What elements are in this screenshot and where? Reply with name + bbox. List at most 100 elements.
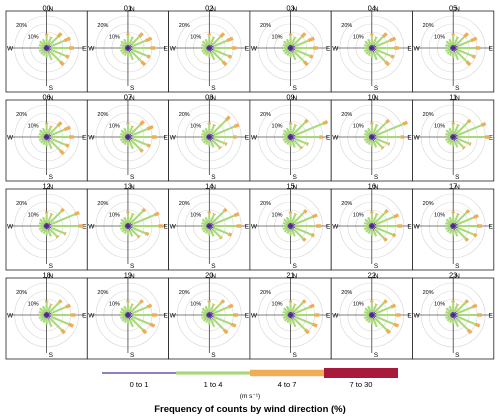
spoke-ssw-bin-1 [42,139,47,145]
wind-rose-panel-16: 16 10%20% N E S W [330,182,413,271]
compass-label-n: N [293,184,298,191]
spoke-ese-bin-1 [213,315,232,326]
spoke-nnw-bin-1 [285,127,291,135]
compass-label-w: W [332,313,339,320]
spoke-nnw-bin-0 [370,222,373,227]
spoke-ese-bin-2 [312,322,318,328]
spoke-ssw-bin-1 [367,50,372,56]
spoke-nne-bin-1 [453,304,459,313]
spoke-se-bin-2 [59,149,65,156]
spoke-ne-bin-1 [455,121,469,135]
legend-label-0: 0 to 1 [130,380,149,389]
panel-hour-label: 23 [449,271,457,280]
spoke-sse-bin-1 [210,230,215,237]
spoke-sw-bin-1 [121,49,127,55]
compass-label-e: E [407,224,412,231]
spoke-se-bin-2 [222,328,229,335]
spoke-se-bin-2 [218,145,222,150]
panel-hour-label: 14 [205,182,213,191]
compass-label-n: N [293,273,298,280]
spoke-wsw-bin-1 [445,315,451,319]
spoke-ese-bin-2 [387,142,391,146]
panel-hour-label: 12 [42,182,50,191]
spoke-nnw-bin-0 [126,44,129,49]
spoke-ene-bin-2 [307,36,315,43]
spoke-se-bin-1 [293,228,304,240]
spoke-ene-bin-1 [50,39,65,48]
spoke-ne-bin-1 [211,210,225,224]
spoke-nnw-bin-1 [367,38,372,46]
spoke-sse-bin-1 [47,141,53,150]
spoke-ene-bin-1 [50,306,67,315]
spoke-sse-bin-1 [454,230,459,237]
spoke-nne-bin-1 [372,37,378,46]
ring-label: 10% [28,123,39,129]
ring-label: 20% [16,290,27,296]
panel-hour-label: 13 [124,182,132,191]
ring-label: 20% [97,201,108,207]
compass-label-w: W [170,224,177,231]
spoke-ese-bin-2 [473,233,478,238]
compass-label-n: N [455,184,460,191]
spoke-nw-bin-1 [445,218,452,225]
compass-label-s: S [130,352,135,359]
compass-label-s: S [211,85,216,92]
spoke-nnw-bin-1 [367,216,372,224]
spoke-ese-bin-1 [50,315,70,326]
spoke-nnw-bin-1 [204,127,209,135]
spoke-ene-bin-2 [233,123,240,129]
spoke-se-bin-1 [293,50,305,63]
ring-label: 20% [97,23,108,29]
compass-label-w: W [170,135,177,142]
spoke-ne-bin-2 [225,115,231,122]
compass-label-w: W [414,135,421,142]
ring-label: 10% [190,123,201,129]
wind-rose-panel-08: 08 10%20% N E S W [168,93,251,182]
spoke-se-bin-2 [140,60,147,67]
spoke-ne-bin-2 [381,32,388,38]
wind-rose-panel-03: 03 10%20% N E S W [249,4,332,93]
spoke-wnw-bin-1 [282,222,288,226]
wind-rose-panel-01: 01 10%20% N E S W [86,4,170,93]
spoke-se-bin-2 [221,60,228,67]
spoke-se-bin-1 [374,317,388,331]
spoke-ese-bin-1 [457,226,475,236]
spoke-se-bin-2 [136,234,141,239]
spoke-ne-bin-1 [211,35,222,46]
ring-label: 20% [16,112,27,118]
spoke-nnw-bin-0 [126,311,129,316]
compass-label-e: E [163,135,168,142]
spoke-ne-bin-2 [56,32,63,38]
spoke-nne-bin-1 [290,213,297,224]
ring-label: 10% [353,123,364,129]
spoke-wsw-bin-1 [282,226,288,230]
spoke-se-bin-1 [130,317,144,331]
spoke-ssw-bin-1 [367,228,372,234]
spoke-ene-bin-1 [457,306,473,315]
spoke-sse-bin-1 [47,230,52,237]
spoke-nnw-bin-1 [448,38,453,46]
spoke-ne-bin-1 [293,211,305,224]
ring-label: 10% [353,34,364,40]
spoke-nw-bin-1 [445,307,452,314]
spoke-se-bin-2 [141,328,148,335]
spoke-ene-bin-2 [74,210,80,216]
spoke-nnw-bin-1 [367,305,372,313]
wind-rose-panel-13: 13 10%20% N E S W [86,182,170,271]
spoke-sw-bin-1 [121,138,127,144]
legend-bar-2 [250,369,324,377]
spoke-se-bin-1 [455,228,467,240]
spoke-ese-bin-2 [65,143,70,148]
spoke-ene-bin-2 [63,125,71,132]
spoke-nnw-bin-0 [45,311,48,316]
compass-label-e: E [245,224,250,231]
spoke-wnw-bin-1 [120,44,126,48]
spoke-ne-bin-1 [455,35,466,46]
compass-label-s: S [211,174,216,181]
spoke-nnw-bin-1 [42,127,47,135]
spoke-se-bin-2 [301,237,307,242]
spoke-ese-bin-1 [213,226,229,235]
spoke-sw-bin-1 [365,138,371,144]
compass-label-n: N [374,6,379,13]
panel-hour-label: 06 [42,93,50,102]
